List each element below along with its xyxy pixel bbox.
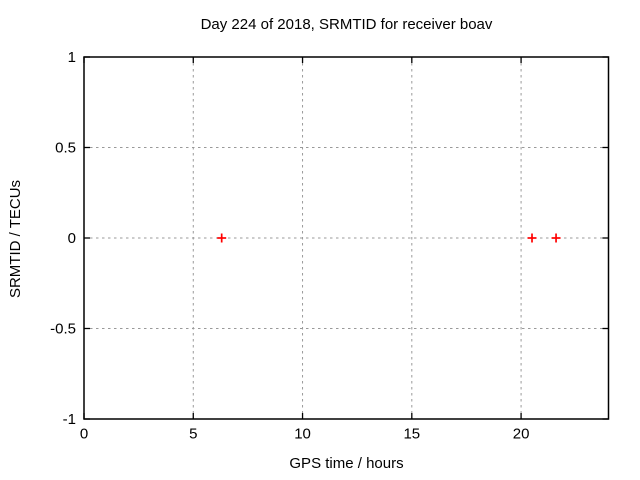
x-tick-label: 15 — [403, 426, 420, 443]
y-tick-label: 0 — [68, 230, 76, 247]
y-tick-label: -0.5 — [50, 321, 76, 338]
y-tick-label: -1 — [63, 411, 76, 428]
x-tick-label: 10 — [294, 426, 311, 443]
x-tick-label: 0 — [80, 426, 88, 443]
x-tick-label: 5 — [189, 426, 197, 443]
plot-border — [83, 56, 610, 420]
y-tick-label: 1 — [68, 49, 76, 66]
x-tick-label: 20 — [513, 426, 530, 443]
chart-title: Day 224 of 2018, SRMTID for receiver boa… — [200, 16, 493, 33]
x-axis-label: GPS time / hours — [289, 455, 404, 472]
y-tick-label: 0.5 — [55, 140, 76, 157]
